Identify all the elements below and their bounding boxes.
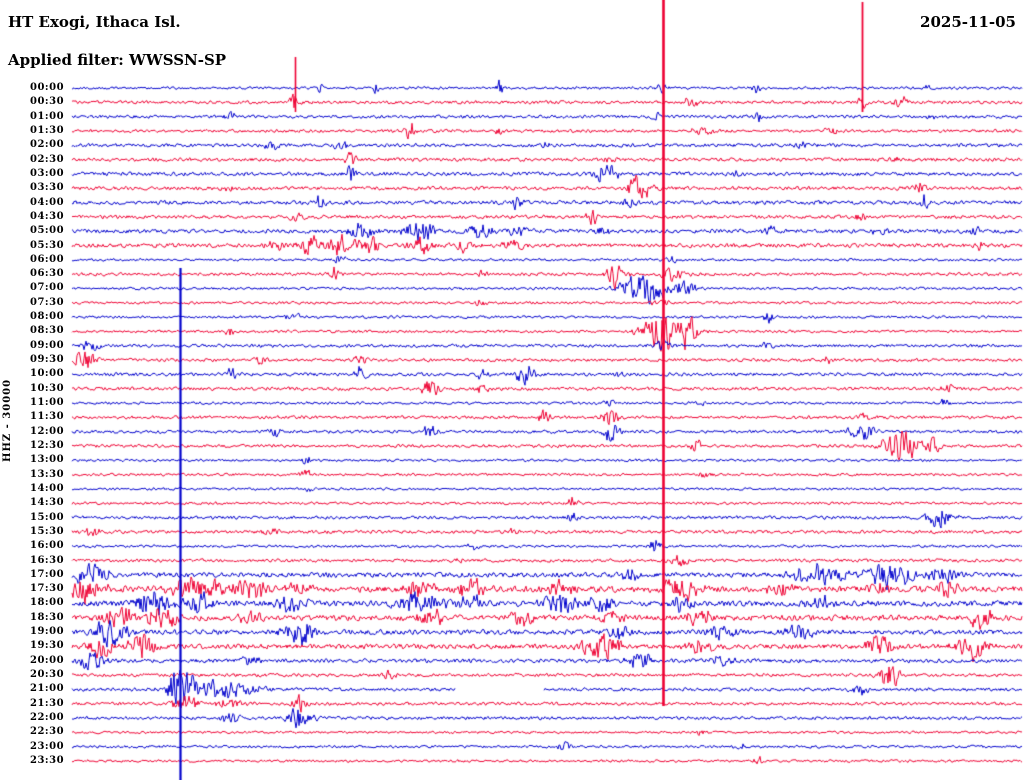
row-time-label: 19:30 [30, 640, 65, 652]
row-time-label: 09:30 [30, 354, 65, 366]
row-time-label: 09:00 [30, 339, 65, 351]
row-time-label: 06:30 [30, 268, 65, 280]
row-time-label: 06:00 [30, 253, 65, 265]
station-title: HT Exogi, Ithaca Isl. [8, 13, 181, 31]
row-time-label: 00:30 [30, 96, 65, 108]
row-time-label: 15:00 [30, 511, 65, 523]
row-time-label: 18:30 [30, 611, 65, 623]
row-time-label: 05:30 [30, 239, 65, 251]
row-time-label: 22:00 [30, 712, 65, 724]
row-time-label: 18:00 [30, 597, 65, 609]
row-time-label: 22:30 [30, 726, 65, 738]
row-time-label: 11:30 [30, 411, 65, 423]
row-time-label: 00:00 [30, 82, 65, 93]
row-time-label: 15:30 [30, 525, 65, 537]
record-date: 2025-11-05 [920, 13, 1016, 31]
row-time-label: 13:00 [30, 454, 65, 466]
row-time-label: 10:30 [30, 382, 65, 394]
row-time-label: 07:30 [30, 296, 65, 308]
filter-label: Applied filter: WWSSN-SP [8, 51, 227, 69]
row-time-label: 01:30 [30, 124, 65, 136]
row-time-label: 14:30 [30, 497, 65, 509]
row-time-label: 17:00 [30, 568, 65, 580]
row-time-label: 03:00 [30, 167, 65, 179]
row-time-label: 02:00 [30, 139, 65, 151]
row-time-label: 12:00 [30, 425, 65, 437]
row-time-label: 08:30 [30, 325, 65, 337]
row-time-label: 21:30 [30, 697, 65, 709]
row-time-label: 05:00 [30, 225, 65, 237]
row-time-label: 17:30 [30, 583, 65, 595]
row-time-label: 04:00 [30, 196, 65, 208]
row-time-label: 12:30 [30, 439, 65, 451]
row-time-label: 13:30 [30, 468, 65, 480]
row-time-label: 16:00 [30, 540, 65, 552]
row-time-label: 02:30 [30, 153, 65, 165]
row-time-label: 16:30 [30, 554, 65, 566]
row-time-label: 14:00 [30, 482, 65, 494]
row-time-label: 07:00 [30, 282, 65, 294]
row-time-label: 04:30 [30, 210, 65, 222]
row-time-label: 08:00 [30, 311, 65, 323]
row-time-label: 01:00 [30, 110, 65, 122]
row-time-label: 10:00 [30, 368, 65, 380]
row-time-label: 03:30 [30, 182, 65, 194]
row-time-label: 11:00 [30, 397, 65, 409]
row-time-label: 23:30 [30, 755, 65, 766]
row-time-label: 20:30 [30, 669, 65, 681]
row-time-label: 23:00 [30, 740, 65, 752]
row-time-label: 20:00 [30, 654, 65, 666]
row-time-label: 19:00 [30, 626, 65, 638]
row-time-label: 21:00 [30, 683, 65, 695]
channel-scale-label: HHZ - 30000 [2, 378, 13, 462]
